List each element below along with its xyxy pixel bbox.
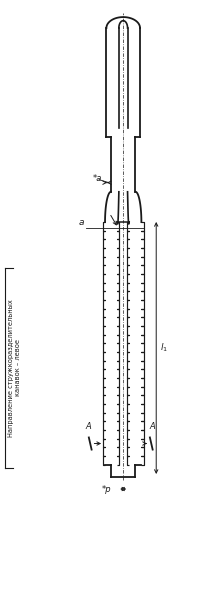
Text: A: A — [86, 423, 92, 432]
Text: Направление стружкоразделительных
канавок – левое: Направление стружкоразделительных канаво… — [8, 299, 21, 437]
Text: *a: *a — [93, 174, 102, 183]
Text: $l_1$: $l_1$ — [160, 342, 168, 354]
Text: *p: *p — [102, 485, 111, 494]
Text: A: A — [149, 423, 155, 432]
Text: a: a — [78, 218, 84, 227]
